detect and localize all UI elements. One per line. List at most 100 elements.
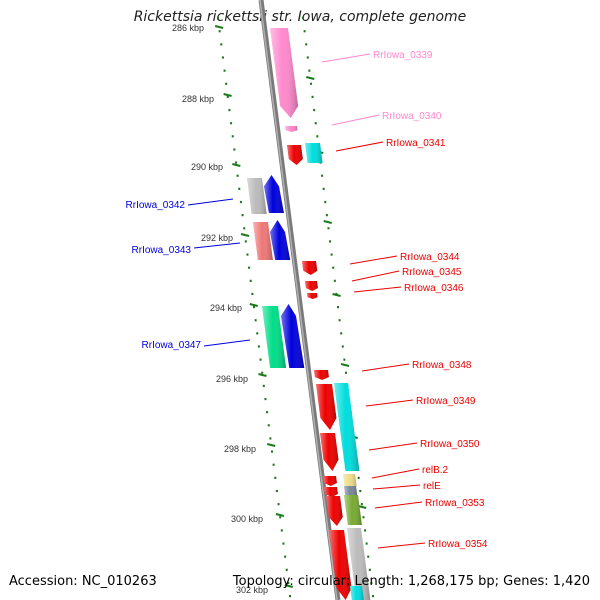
left-scale-dot: [241, 214, 244, 217]
backbone: [258, 0, 341, 600]
left-scale-dot: [280, 529, 283, 532]
right-scale-dot: [303, 30, 306, 33]
gene-feature-grey-2-shading: [347, 528, 371, 600]
gene-feature-cyan-shading: [305, 143, 323, 163]
gene-feature-grey-shading: [247, 178, 267, 214]
scale-label: 302 kbp: [236, 585, 268, 595]
scale-label: 298 kbp: [224, 444, 256, 454]
left-scale-dot: [289, 595, 291, 598]
left-scale-dot: [228, 108, 231, 112]
right-scale-dot: [327, 227, 330, 230]
right-scale-dot: [311, 95, 314, 99]
gene-feature-salmon-shading: [253, 222, 273, 260]
right-scale-dot: [341, 345, 344, 348]
gene-feature-olive-shading: [344, 495, 362, 525]
leader-line: [374, 501, 423, 509]
gene-features: [247, 28, 371, 600]
left-scale-dot: [244, 240, 247, 243]
left-scale-dot: [264, 397, 267, 401]
right-scale-dot: [359, 489, 362, 493]
gene-label: RrIowa_0350: [420, 439, 480, 450]
left-scale-dot: [274, 476, 277, 479]
left-scale-dot: [262, 384, 265, 388]
leader-line: [365, 399, 414, 407]
left-scale-dot: [287, 581, 290, 585]
gene-label: RrIowa_0339: [373, 50, 433, 61]
left-scale-dot: [220, 43, 223, 46]
gene-label: RrIowa_0343: [132, 245, 192, 256]
right-scale-dot: [329, 240, 332, 243]
left-scale-dot: [253, 306, 255, 309]
genome-summary-text: Topology: circular; Length: 1,268,175 bp…: [232, 574, 590, 589]
gene-feature-green-shading: [262, 306, 287, 368]
scale-labels: 286 kbp 288 kbp 290 kbp 292 kbp 294 kbp 296 k…: [172, 23, 268, 595]
right-scale-dot: [338, 319, 341, 322]
scale-label: 296 kbp: [216, 374, 248, 384]
scale-label: 294 kbp: [210, 303, 242, 313]
gene-label: RrIowa_0340: [382, 111, 442, 122]
right-scale-dot: [324, 200, 327, 204]
gene-feature-RrIowa_0353-shading: [326, 496, 343, 526]
leader-line: [187, 198, 234, 206]
right-scale-dot: [308, 69, 311, 72]
right-scale-dot: [357, 476, 360, 479]
gene-feature-RrIowa_0354-shading: [329, 530, 352, 600]
label-leader-lines: [187, 53, 426, 549]
left-scale-dot: [254, 319, 257, 322]
left-scale-dot: [279, 516, 282, 519]
left-scale-dot: [261, 371, 264, 374]
left-scale-dot: [259, 358, 262, 361]
leader-line: [353, 286, 402, 293]
left-scale-dot: [267, 424, 270, 427]
gene-feature-RrIowa_0340-shading: [285, 126, 298, 132]
left-scale-dot: [251, 292, 254, 296]
gene-feature-RrIowa_0348-shading: [314, 370, 329, 380]
gene-feature-RrIowa_0347-shading: [281, 304, 305, 368]
left-scale-dot: [236, 174, 239, 177]
gene-label: relB.2: [422, 465, 449, 476]
scale-major-tick: [275, 513, 285, 517]
backbone-highlight: [259, 0, 338, 600]
gene-feature-RrIowa_0339-shading: [270, 28, 299, 118]
gene-label: relE: [423, 481, 441, 492]
right-scale-dot: [305, 43, 308, 46]
left-scale-dot: [223, 69, 226, 72]
right-scale-dot: [314, 122, 317, 125]
scale-major-tick: [214, 25, 224, 29]
left-scale-dot: [235, 161, 237, 164]
left-scale-dot: [221, 56, 224, 59]
gene-feature-RrIowa_0345-shading: [305, 281, 318, 291]
gene-label: RrIowa_0348: [412, 360, 472, 371]
left-scale-dot: [271, 450, 273, 453]
right-scale-dot: [365, 542, 368, 545]
leader-line: [351, 270, 400, 282]
gene-feature-slate-shading: [344, 486, 358, 496]
leader-line: [372, 484, 421, 490]
left-scale-dot: [225, 82, 228, 85]
right-scale-dot: [364, 529, 367, 532]
scale-major-tick: [340, 363, 350, 367]
right-scale-dot: [362, 516, 365, 519]
map-title: Rickettsia rickettsii str. Iowa, complet…: [133, 9, 467, 25]
gene-label: RrIowa_0349: [416, 396, 476, 407]
gene-feature-cyan-2-shading: [350, 586, 364, 600]
right-scale-dot: [316, 135, 319, 138]
scale-major-tick: [223, 93, 232, 97]
scale-major-tick: [323, 220, 332, 224]
leader-line: [335, 141, 384, 152]
backbone-line: [258, 0, 341, 600]
scale-major-tick: [357, 505, 367, 509]
scale-major-tick: [284, 584, 293, 588]
scale-label: 292 kbp: [201, 233, 233, 243]
scale-ticks: [214, 17, 374, 598]
right-scale-dot: [302, 17, 304, 20]
right-scale-dot: [337, 306, 339, 309]
left-scale-dot: [246, 253, 249, 256]
left-scale-dot: [266, 411, 269, 414]
right-scale-dot: [367, 555, 370, 558]
leader-line: [193, 242, 241, 249]
right-scale-dot: [370, 581, 373, 585]
left-scale-dot: [233, 148, 236, 151]
